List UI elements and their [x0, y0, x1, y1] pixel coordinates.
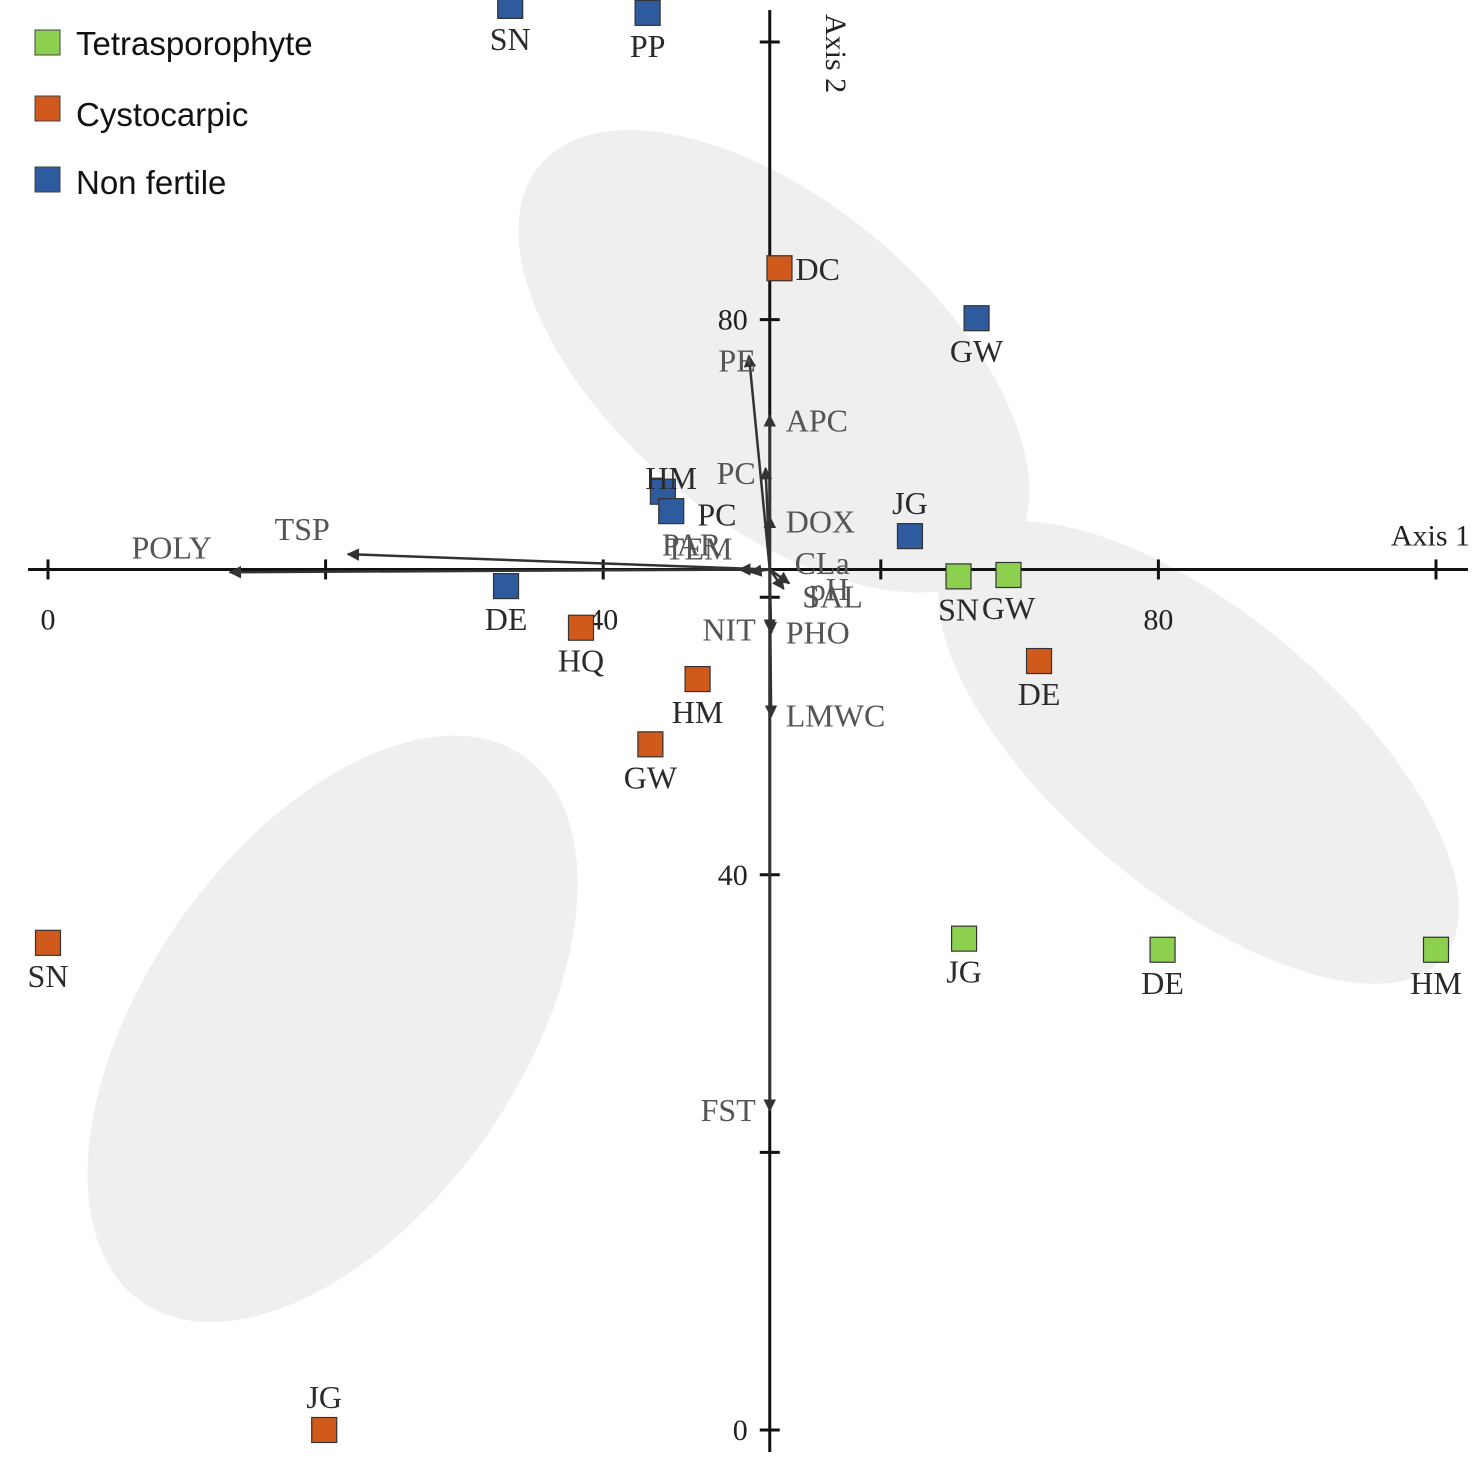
point-marker-cystocarpic-de	[1025, 647, 1053, 675]
vector-arrow-tsp	[346, 548, 770, 571]
point-marker-non-fertile-sn	[497, 0, 524, 20]
vector-label-tem: TEM	[665, 530, 733, 566]
vector-label-nit: NIT	[702, 612, 756, 648]
y-axis-title: Axis 2	[819, 14, 852, 93]
vector-label-pe: PE	[718, 343, 755, 379]
vector-label-tsp: TSP	[275, 511, 330, 547]
point-marker-cystocarpic-hm	[684, 665, 711, 693]
point-label-cystocarpic-de: DE	[1018, 676, 1061, 712]
legend-label-tetrasporophyte: Tetrasporophyte	[76, 25, 313, 62]
vector-label-pc: PC	[717, 455, 756, 491]
vector-arrow-sal	[768, 568, 785, 590]
point-label-tetrasporophyte-gw: GW	[982, 590, 1036, 626]
vector-label-pho: PHO	[786, 614, 850, 650]
point-marker-non-fertile-hm	[658, 498, 685, 525]
point-marker-tetrasporophyte-hm	[1422, 936, 1450, 963]
vector-label-apc: APC	[786, 402, 848, 438]
point-label-non-fertile-pc: PC	[697, 497, 736, 533]
point-label-non-fertile-hm: HM	[645, 460, 697, 496]
legend-swatch-cystocarpic	[34, 95, 61, 122]
point-label-tetrasporophyte-de: DE	[1141, 965, 1184, 1001]
point-marker-tetrasporophyte-gw	[995, 561, 1022, 589]
point-label-tetrasporophyte-hm: HM	[1410, 965, 1462, 1001]
point-label-cystocarpic-hq: HQ	[558, 643, 604, 679]
legend-swatch-non-fertile	[34, 166, 61, 193]
point-label-cystocarpic-gw: GW	[624, 759, 678, 795]
vector-label-poly: POLY	[131, 529, 211, 565]
point-marker-cystocarpic-sn	[34, 929, 62, 956]
point-marker-non-fertile-gw	[963, 305, 990, 332]
point-label-non-fertile-de: DE	[485, 601, 528, 637]
point-marker-cystocarpic-gw	[637, 731, 664, 758]
x-axis-title: Axis 1	[1391, 519, 1470, 552]
vector-arrow-poly	[228, 565, 770, 579]
x-tick-label: 0	[41, 603, 56, 636]
y-tick-label: 0	[733, 1414, 748, 1447]
vector-label-fst: FST	[701, 1092, 757, 1128]
point-label-tetrasporophyte-sn: SN	[938, 591, 979, 627]
y-tick-label: 40	[718, 859, 748, 892]
point-label-tetrasporophyte-jg: JG	[946, 954, 982, 990]
x-tick-label: 80	[1143, 603, 1173, 636]
vector-label-lmwc: LMWC	[786, 698, 886, 734]
vector-label-par: PAR	[662, 526, 722, 562]
vector-arrow-tem	[749, 564, 770, 577]
legend-label-non-fertile: Non fertile	[76, 164, 226, 201]
point-marker-tetrasporophyte-sn	[945, 563, 972, 590]
legend-label-cystocarpic: Cystocarpic	[76, 96, 248, 133]
vector-label-ph: pH	[810, 571, 849, 607]
vector-label-dox: DOX	[786, 504, 855, 540]
legend-swatch-tetrasporophyte	[34, 29, 61, 56]
cluster-ellipse-non-fertile-cluster	[518, 129, 1030, 593]
point-marker-non-fertile-de	[492, 572, 520, 600]
y-axis-ticks: 0 40 80	[718, 40, 780, 1447]
point-label-cystocarpic-sn: SN	[28, 958, 69, 994]
point-marker-cystocarpic-dc	[766, 255, 793, 282]
point-marker-tetrasporophyte-de	[1149, 936, 1176, 963]
vector-label-cla: CLa	[795, 545, 850, 581]
cluster-ellipse-cystocarpic-cluster	[87, 735, 578, 1323]
point-label-cystocarpic-hm: HM	[672, 694, 724, 730]
point-marker-cystocarpic-jg	[311, 1416, 338, 1444]
vector-label-sal: SAL	[802, 578, 862, 614]
cluster-ellipse-tetrasporophyte-cluster	[938, 521, 1459, 984]
point-label-non-fertile-sn: SN	[490, 21, 531, 57]
y-tick-label: 80	[718, 304, 748, 337]
x-axis-ticks: 0 40 80	[41, 559, 1438, 636]
legend: Tetrasporophyte Cystocarpic Non fertile	[34, 25, 313, 201]
point-label-non-fertile-gw: GW	[950, 333, 1004, 369]
point-label-cystocarpic-dc: DC	[795, 251, 839, 287]
point-marker-non-fertile-pp	[634, 0, 661, 26]
vector-arrow-pe	[743, 354, 772, 570]
cluster-ellipses	[87, 129, 1459, 1323]
point-marker-non-fertile-jg	[896, 523, 924, 550]
point-label-cystocarpic-jg: JG	[306, 1379, 342, 1415]
point-label-non-fertile-pp: PP	[630, 28, 666, 64]
point-marker-tetrasporophyte-jg	[950, 925, 978, 952]
point-label-non-fertile-jg: JG	[892, 485, 928, 521]
point-marker-cystocarpic-hq	[567, 614, 595, 641]
